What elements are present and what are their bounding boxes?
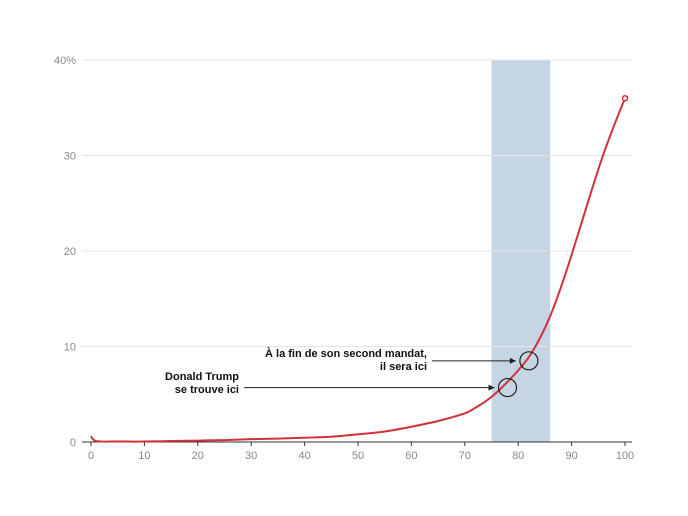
- y-tick-label: 40%: [54, 55, 76, 67]
- y-tick-label: 30: [64, 151, 76, 163]
- series-line: [90, 97, 626, 443]
- x-tick-label: 10: [138, 450, 150, 462]
- annotation-text: se trouve ici: [175, 384, 239, 396]
- x-tick-label: 70: [459, 450, 471, 462]
- y-tick-label: 0: [70, 437, 76, 449]
- annotation-circle: [519, 351, 539, 371]
- annotation-circle: [497, 377, 518, 398]
- annotation-text: il sera ici: [380, 361, 427, 373]
- x-tick-label: 100: [616, 450, 634, 462]
- y-tick-label: 20: [64, 246, 76, 258]
- annotation-arrowhead: [509, 357, 516, 364]
- x-tick-label: 40: [298, 450, 310, 462]
- x-tick-label: 0: [88, 450, 94, 462]
- x-tick-label: 30: [245, 450, 257, 462]
- x-tick-label: 80: [512, 450, 524, 462]
- annotation-text: Donald Trump: [165, 371, 239, 383]
- annotation-arrowhead: [488, 384, 495, 391]
- annotation-text: À la fin de son second mandat,: [265, 347, 427, 360]
- series-end-marker: [621, 94, 629, 102]
- x-tick-label: 50: [352, 450, 364, 462]
- y-tick-label: 10: [64, 342, 76, 354]
- x-tick-label: 20: [192, 450, 204, 462]
- x-tick-label: 60: [405, 450, 417, 462]
- x-tick-label: 90: [565, 450, 577, 462]
